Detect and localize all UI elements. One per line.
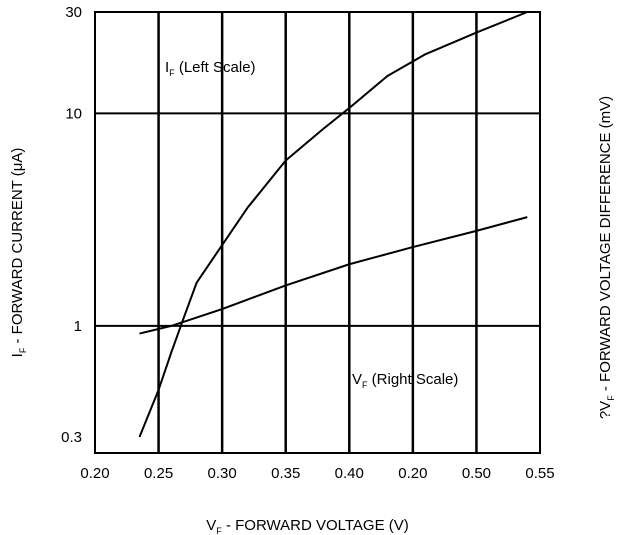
series-line-forward-current: [138, 11, 528, 438]
series-label-voltage: VF (Right Scale): [352, 371, 458, 390]
x-tick-label: 0.20: [80, 465, 109, 482]
y-axis-right-label: ?VF - FORWARD VOLTAGE DIFFERENCE (mV): [597, 96, 616, 419]
grid: [95, 12, 540, 453]
x-tick-label: 0.55: [525, 465, 554, 482]
y-axis-left-label: IF - FORWARD CURRENT (μA): [9, 148, 28, 358]
x-axis-label: VF - FORWARD VOLTAGE (V): [206, 517, 408, 535]
plot-frame: [94, 11, 541, 454]
x-tick-label: 0.50: [462, 465, 491, 482]
series-label-current: IF (Left Scale): [165, 59, 256, 78]
x-tick-label: 0.20: [398, 465, 427, 482]
series-line-forward-voltage: [139, 216, 528, 335]
x-tick-label: 0.25: [144, 465, 173, 482]
x-tick-label: 0.35: [271, 465, 300, 482]
y-tick-label: 10: [65, 105, 82, 122]
y-tick-label: 1: [74, 318, 82, 335]
x-tick-labels: 0.20 0.25 0.30 0.35 0.40 0.20 0.50 0.55: [80, 465, 554, 482]
x-tick-label: 0.30: [208, 465, 237, 482]
series-layer: [138, 11, 528, 438]
x-tick-label: 0.40: [335, 465, 364, 482]
y-tick-labels: 30 10 1 0.3: [61, 4, 82, 446]
y-tick-label: 0.3: [61, 429, 82, 446]
y-tick-label: 30: [65, 4, 82, 21]
